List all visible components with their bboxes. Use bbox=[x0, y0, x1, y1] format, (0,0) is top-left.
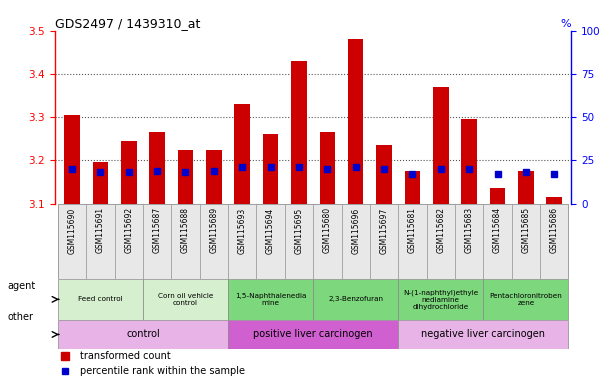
Text: GSM115689: GSM115689 bbox=[210, 207, 218, 253]
Text: GSM115688: GSM115688 bbox=[181, 207, 190, 253]
Bar bbox=[200, 204, 228, 279]
Text: GSM115681: GSM115681 bbox=[408, 207, 417, 253]
Bar bbox=[58, 319, 228, 349]
Text: GSM115694: GSM115694 bbox=[266, 207, 275, 253]
Bar bbox=[376, 145, 392, 204]
Bar bbox=[313, 204, 342, 279]
Bar bbox=[461, 119, 477, 204]
Bar bbox=[171, 204, 200, 279]
Bar bbox=[404, 171, 420, 204]
Bar bbox=[228, 319, 398, 349]
Text: control: control bbox=[126, 329, 160, 339]
Bar bbox=[512, 204, 540, 279]
Bar bbox=[114, 204, 143, 279]
Bar bbox=[348, 40, 364, 204]
Bar bbox=[257, 204, 285, 279]
Bar bbox=[64, 115, 80, 204]
Text: positive liver carcinogen: positive liver carcinogen bbox=[254, 329, 373, 339]
Text: agent: agent bbox=[7, 281, 35, 291]
Bar bbox=[121, 141, 136, 204]
Bar bbox=[313, 279, 398, 319]
Bar bbox=[291, 61, 307, 204]
Text: GSM115692: GSM115692 bbox=[124, 207, 133, 253]
Text: GDS2497 / 1439310_at: GDS2497 / 1439310_at bbox=[55, 17, 200, 30]
Bar bbox=[320, 132, 335, 204]
Text: %: % bbox=[561, 19, 571, 29]
Text: GSM115687: GSM115687 bbox=[153, 207, 162, 253]
Bar bbox=[285, 204, 313, 279]
Text: GSM115685: GSM115685 bbox=[521, 207, 530, 253]
Bar bbox=[540, 204, 568, 279]
Text: GSM115680: GSM115680 bbox=[323, 207, 332, 253]
Text: percentile rank within the sample: percentile rank within the sample bbox=[80, 366, 245, 376]
Bar bbox=[546, 197, 562, 204]
Bar bbox=[143, 279, 228, 319]
Text: 2,3-Benzofuran: 2,3-Benzofuran bbox=[328, 296, 383, 302]
Text: GSM115682: GSM115682 bbox=[436, 207, 445, 253]
Bar bbox=[58, 204, 86, 279]
Text: GSM115690: GSM115690 bbox=[67, 207, 76, 253]
Text: transformed count: transformed count bbox=[80, 351, 170, 361]
Bar bbox=[398, 279, 483, 319]
Text: Feed control: Feed control bbox=[78, 296, 123, 302]
Bar bbox=[86, 204, 114, 279]
Bar bbox=[206, 149, 222, 204]
Text: other: other bbox=[7, 312, 34, 322]
Text: N-(1-naphthyl)ethyle
nediamine
dihydrochloride: N-(1-naphthyl)ethyle nediamine dihydroch… bbox=[403, 289, 478, 310]
Text: GSM115697: GSM115697 bbox=[379, 207, 389, 253]
Bar bbox=[455, 204, 483, 279]
Bar bbox=[426, 204, 455, 279]
Bar bbox=[178, 149, 193, 204]
Bar bbox=[483, 279, 568, 319]
Text: GSM115691: GSM115691 bbox=[96, 207, 105, 253]
Bar bbox=[93, 162, 108, 204]
Text: GSM115696: GSM115696 bbox=[351, 207, 360, 253]
Bar bbox=[398, 319, 568, 349]
Bar bbox=[433, 87, 448, 204]
Bar bbox=[342, 204, 370, 279]
Bar bbox=[518, 171, 533, 204]
Bar bbox=[228, 204, 257, 279]
Bar bbox=[228, 279, 313, 319]
Bar bbox=[58, 279, 143, 319]
Bar bbox=[398, 204, 426, 279]
Text: GSM115686: GSM115686 bbox=[550, 207, 559, 253]
Bar bbox=[149, 132, 165, 204]
Bar bbox=[263, 134, 279, 204]
Bar bbox=[235, 104, 250, 204]
Text: GSM115693: GSM115693 bbox=[238, 207, 247, 253]
Bar bbox=[143, 204, 171, 279]
Bar bbox=[490, 189, 505, 204]
Text: negative liver carcinogen: negative liver carcinogen bbox=[422, 329, 546, 339]
Text: Corn oil vehicle
control: Corn oil vehicle control bbox=[158, 293, 213, 306]
Bar bbox=[370, 204, 398, 279]
Text: Pentachloronitroben
zene: Pentachloronitroben zene bbox=[489, 293, 562, 306]
Bar bbox=[483, 204, 512, 279]
Text: GSM115684: GSM115684 bbox=[493, 207, 502, 253]
Text: 1,5-Naphthalenedia
mine: 1,5-Naphthalenedia mine bbox=[235, 293, 306, 306]
Text: GSM115695: GSM115695 bbox=[295, 207, 304, 253]
Text: GSM115683: GSM115683 bbox=[464, 207, 474, 253]
